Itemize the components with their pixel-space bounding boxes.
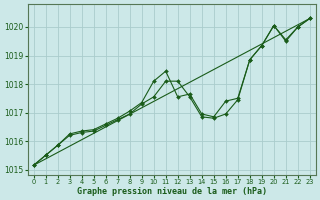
X-axis label: Graphe pression niveau de la mer (hPa): Graphe pression niveau de la mer (hPa) bbox=[77, 187, 267, 196]
